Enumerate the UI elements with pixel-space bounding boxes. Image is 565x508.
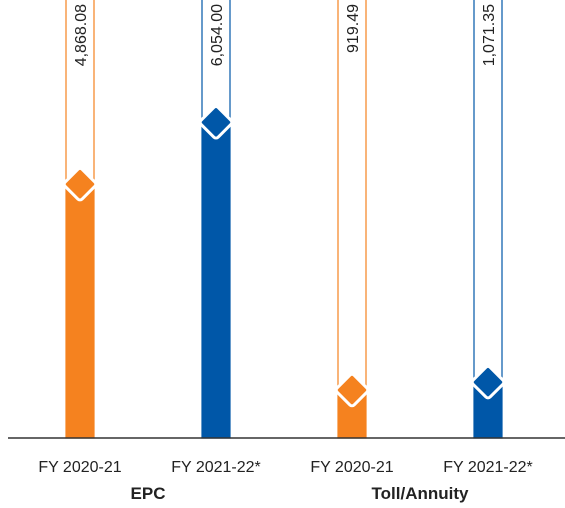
bar: [202, 122, 230, 438]
x-tick-label: FY 2021-22*: [171, 459, 261, 476]
value-label: 4,868.08: [73, 4, 90, 66]
value-label: 6,054.00: [209, 4, 226, 66]
value-label: 919.49: [345, 4, 362, 53]
group-label: EPC: [131, 484, 166, 503]
value-marker: [470, 364, 506, 400]
value-label: 1,071.35: [481, 4, 498, 66]
bar-outline: [337, 0, 367, 439]
value-marker: [334, 372, 370, 408]
x-tick-label: FY 2021-22*: [443, 459, 533, 476]
x-tick-label: FY 2020-21: [310, 459, 393, 476]
group-label: Toll/Annuity: [372, 484, 469, 503]
x-tick-label: FY 2020-21: [38, 459, 121, 476]
value-marker: [198, 105, 234, 140]
bar: [66, 184, 94, 438]
value-marker: [62, 166, 98, 202]
